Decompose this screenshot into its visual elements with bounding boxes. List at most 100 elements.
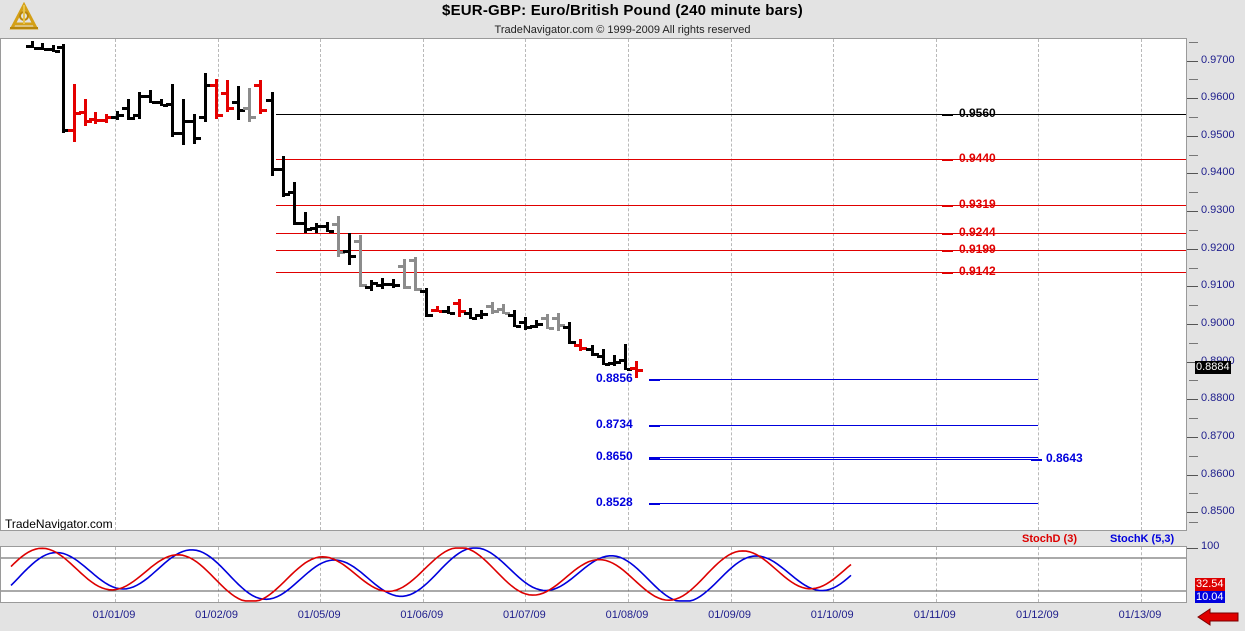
ohlc-open-tick [574,343,579,347]
grid-line-vertical [935,547,937,602]
ohlc-close-tick [594,353,599,357]
ohlc-open-tick [420,290,425,294]
ohlc-open-tick [155,100,160,104]
ohlc-range [337,215,340,258]
ohlc-range [116,111,119,120]
ohlc-open-tick [552,316,557,320]
price-level-line [649,456,1038,458]
price-axis-minor-tick [1189,455,1198,457]
ohlc-range [204,72,207,122]
legend-stochd: StochD (3) [1022,533,1077,545]
price-level-line [276,271,1186,273]
ohlc-range [138,91,141,119]
scroll-left-arrow-icon[interactable] [1196,608,1240,626]
ohlc-close-tick [185,119,190,123]
ohlc-open-tick [177,132,182,136]
ohlc-open-tick [365,285,370,289]
ohlc-open-tick [453,302,458,306]
current-price-marker: 0.8884 [1195,360,1231,374]
price-axis-tick-label: 0.9600 [1201,91,1235,104]
price-axis-minor-tick [1189,418,1198,420]
date-axis-tick: 01/06/09 [400,609,444,621]
price-axis-tick-mark [1187,399,1198,401]
ohlc-open-tick [100,118,105,122]
ohlc-close-tick [119,114,124,118]
ohlc-range [491,301,494,314]
ohlc-close-tick [87,119,92,123]
ohlc-open-tick [442,309,447,313]
ohlc-open-tick [210,84,215,88]
price-axis-tick-label: 0.9300 [1201,204,1235,217]
ohlc-range [480,309,483,320]
ohlc-open-tick [68,129,73,133]
grid-line-vertical [422,39,424,530]
indicator-axis-top-tick [1187,548,1198,549]
ohlc-range [237,86,240,120]
ohlc-open-tick [266,99,271,103]
grid-line-vertical [422,547,424,602]
ohlc-close-tick [494,309,499,313]
ohlc-range [403,259,406,290]
ohlc-range [447,306,450,315]
price-level-label: 0.8734 [596,417,633,432]
ohlc-range [381,277,384,290]
date-axis-tick: 01/05/09 [297,609,341,621]
ohlc-close-tick [571,340,576,344]
grid-line-vertical [1141,547,1142,602]
stochk-value-marker: 10.04 [1195,591,1225,604]
ohlc-close-tick [549,326,554,330]
ohlc-close-tick [44,48,49,52]
date-axis-tick: 01/12/09 [1015,609,1059,621]
ohlc-open-tick [188,119,193,123]
ohlc-close-tick [97,118,102,122]
ohlc-range [524,316,527,330]
ohlc-open-tick [166,102,171,106]
price-level-label: 0.9440 [959,151,996,166]
ohlc-close-tick [538,323,543,327]
ohlc-open-tick [299,221,304,225]
ohlc-range [282,155,285,198]
ohlc-close-tick [141,94,146,98]
ohlc-range [414,257,417,292]
ohlc-range [425,288,428,318]
watermark: TradeNavigator.com [5,517,113,531]
price-level-label: 0.8856 [596,371,633,386]
price-axis-tick-label: 0.9400 [1201,166,1235,179]
ohlc-close-tick [605,362,610,366]
ohlc-open-tick [387,282,392,286]
price-chart-panel[interactable]: 0.9560 0.9440 0.9319 0.9244 0.9199 0.9142 0.88… [0,38,1187,531]
ohlc-range [635,360,638,378]
price-axis-minor-tick [1189,493,1198,495]
price-level-label: 0.9142 [959,263,996,278]
price-axis[interactable]: 0.9700 0.9600 0.9500 0.9400 0.9300 0.9200 0.91… [1187,38,1245,604]
ohlc-open-tick [486,305,491,309]
ohlc-range [73,84,76,143]
ohlc-close-tick [196,136,201,140]
grid-line-vertical [217,39,219,530]
ohlc-open-tick [133,114,138,118]
price-level-line [649,502,1038,504]
price-axis-minor-tick [1189,305,1198,307]
date-axis[interactable]: 01/01/09 01/02/09 01/05/09 01/06/09 01/07/09… [0,603,1245,631]
price-axis-tick-label: 0.9000 [1201,317,1235,329]
price-axis-tick-mark [1187,60,1198,62]
stochk-line [10,547,852,602]
ohlc-open-tick [630,367,635,371]
ohlc-open-tick [597,355,602,359]
ohlc-range [557,312,560,331]
ohlc-open-tick [619,358,624,362]
ohlc-close-tick [108,116,113,120]
stochastic-indicator-panel[interactable] [0,546,1187,603]
ohlc-open-tick [89,118,94,122]
price-level-line [276,204,1186,206]
ohlc-open-tick [79,110,84,114]
ohlc-open-tick [398,264,403,268]
ohlc-close-tick [461,309,466,313]
ohlc-open-tick [354,240,359,244]
ohlc-range [315,222,318,233]
ohlc-close-tick [285,192,290,196]
price-axis-minor-tick [1189,342,1198,344]
price-axis-tick-label: 0.9500 [1201,128,1235,141]
ohlc-open-tick [221,91,226,95]
